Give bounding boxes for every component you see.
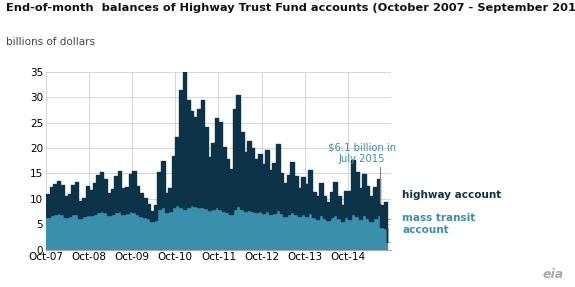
Text: mass transit
account: mass transit account — [402, 213, 476, 235]
Text: highway account: highway account — [402, 190, 502, 200]
Text: eia: eia — [542, 268, 564, 281]
Text: End-of-month  balances of Highway Trust Fund accounts (October 2007 - September : End-of-month balances of Highway Trust F… — [6, 3, 575, 13]
Text: billions of dollars: billions of dollars — [6, 37, 95, 47]
Text: $6.1 billion in
July 2015: $6.1 billion in July 2015 — [328, 142, 396, 203]
